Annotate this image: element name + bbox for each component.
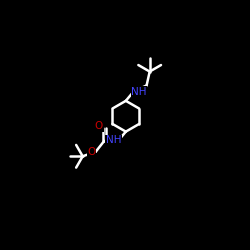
- Text: O: O: [87, 148, 95, 158]
- Text: NH: NH: [131, 86, 147, 97]
- Text: O: O: [95, 121, 103, 131]
- Text: NH: NH: [106, 135, 121, 145]
